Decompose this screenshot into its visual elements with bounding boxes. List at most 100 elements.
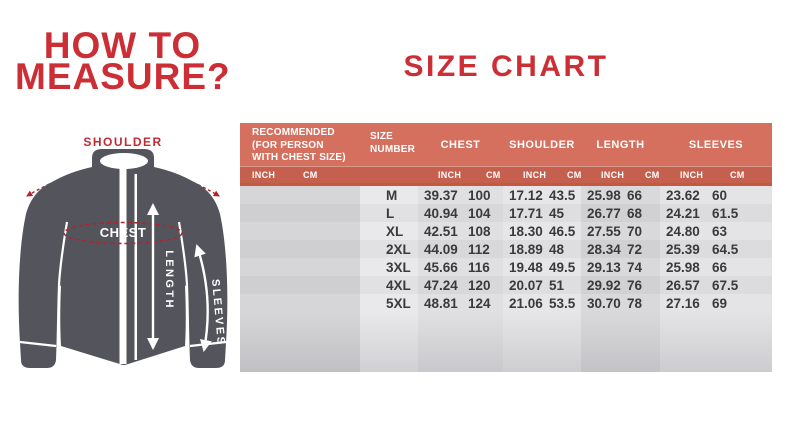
measurement-cell: 120 (462, 276, 503, 294)
unit-empty (360, 167, 418, 183)
shoulder-label: SHOULDER (83, 136, 162, 149)
header-size-line1: SIZE (370, 131, 394, 142)
measurement-cell (543, 352, 581, 372)
unit-inch-label: INCH (523, 170, 547, 180)
measurement-cell: 66 (706, 258, 772, 276)
recommended-cell (301, 186, 360, 204)
recommended-cell (240, 186, 301, 204)
table-row: 4XL 47.24 120 20.07 51 29.92 76 26.57 67.5 (240, 276, 772, 294)
measurement-cell: 17.12 (503, 186, 543, 204)
header-recommended-line2: (FOR PERSON (252, 139, 324, 151)
size-table-header: RECOMMENDED (FOR PERSON WITH CHEST SIZE)… (240, 123, 772, 166)
size-cell (360, 352, 418, 372)
right-arm-seam (177, 221, 189, 286)
header-size-number: SIZE NUMBER (360, 123, 418, 166)
measurement-cell: 46.5 (543, 222, 581, 240)
sleeves-measure-arrow-icon (194, 244, 212, 352)
unit-cm-label: CM (303, 170, 318, 180)
measurement-cell (621, 332, 660, 352)
measurement-cell: 63 (706, 222, 772, 240)
recommended-cell (240, 332, 301, 352)
measurement-cell (706, 332, 772, 352)
unit-cm-label: CM (730, 170, 745, 180)
recommended-cell (240, 240, 301, 258)
measurement-cell (503, 312, 543, 332)
recommended-cell (240, 258, 301, 276)
measurement-cell: 61.5 (706, 204, 772, 222)
measurement-cell (503, 352, 543, 372)
measurement-cell: 39.37 (418, 186, 462, 204)
measurement-cell: 49.5 (543, 258, 581, 276)
measurement-cell: 26.57 (660, 276, 706, 294)
measurement-cell: 78 (621, 294, 660, 312)
measurement-cell: 28.34 (581, 240, 621, 258)
recommended-cell (301, 312, 360, 332)
measurement-cell: 25.98 (581, 186, 621, 204)
measurement-cell: 48 (543, 240, 581, 258)
how-to-measure-title: HOW TO MEASURE? (15, 27, 231, 97)
left-cuff-seam (19, 340, 57, 348)
table-row: M 39.37 100 17.12 43.5 25.98 66 23.62 60 (240, 186, 772, 204)
table-row (240, 312, 772, 332)
measurement-cell: 25.39 (660, 240, 706, 258)
table-row: 3XL 45.66 116 19.48 49.5 29.13 74 25.98 66 (240, 258, 772, 276)
collar-opening (100, 153, 148, 169)
measurement-cell: 18.89 (503, 240, 543, 258)
header-chest: CHEST (440, 138, 481, 151)
measurement-cell (621, 352, 660, 372)
measurement-cell: 24.80 (660, 222, 706, 240)
zipper-line (134, 174, 137, 360)
unit-cm-label: CM (486, 170, 501, 180)
measurement-cell (543, 312, 581, 332)
size-cell (360, 312, 418, 332)
unit-cm-label: CM (645, 170, 660, 180)
measurement-cell (581, 332, 621, 352)
measurement-cell: 18.30 (503, 222, 543, 240)
size-cell: L (360, 204, 418, 222)
measurement-cell: 23.62 (660, 186, 706, 204)
table-row: 2XL 44.09 112 18.89 48 28.34 72 25.39 64.5 (240, 240, 772, 258)
unit-inch-label: INCH (680, 170, 704, 180)
recommended-cell (301, 258, 360, 276)
measurement-cell (660, 332, 706, 352)
measurement-cell (503, 332, 543, 352)
measurement-cell (706, 352, 772, 372)
measurement-cell: 68 (621, 204, 660, 222)
table-row (240, 352, 772, 372)
header-recommended-line1: RECOMMENDED (252, 127, 335, 138)
recommended-cell (240, 294, 301, 312)
measurement-cell: 100 (462, 186, 503, 204)
size-cell: 2XL (360, 240, 418, 258)
measurement-cell: 29.92 (581, 276, 621, 294)
measurement-cell: 26.77 (581, 204, 621, 222)
measurement-cell: 27.16 (660, 294, 706, 312)
measurement-cell: 43.5 (543, 186, 581, 204)
how-to-measure-line2: MEASURE? (15, 56, 231, 97)
size-table: RECOMMENDED (FOR PERSON WITH CHEST SIZE)… (240, 123, 772, 372)
size-cell: XL (360, 222, 418, 240)
measurement-cell: 40.94 (418, 204, 462, 222)
measurement-cell: 19.48 (503, 258, 543, 276)
header-recommended-line3: WITH CHEST SIZE) (252, 152, 346, 163)
unit-inch-label: INCH (601, 170, 625, 180)
measurement-cell: 69 (706, 294, 772, 312)
measurement-cell (462, 352, 503, 372)
size-chart-title: SIZE CHART (403, 50, 609, 83)
header-sleeves: SLEEVES (688, 138, 744, 151)
measurement-cell: 112 (462, 240, 503, 258)
chest-measure-ellipse-icon (63, 221, 183, 245)
header-shoulder: SHOULDER (509, 138, 575, 151)
size-table-units-row: INCH CM INCH CM INCH CM INCH CM INCH CM (240, 166, 772, 186)
recommended-cell (301, 240, 360, 258)
unit-cm-label: CM (567, 170, 582, 180)
size-cell: 5XL (360, 294, 418, 312)
jacket-illustration: SHOULDER CHEST LENGTH SLEEVES (8, 135, 238, 416)
measurement-cell: 44.09 (418, 240, 462, 258)
left-arm-seam (57, 221, 69, 286)
table-row: XL 42.51 108 18.30 46.5 27.55 70 24.80 63 (240, 222, 772, 240)
recommended-cell (301, 294, 360, 312)
recommended-cell (240, 276, 301, 294)
measurement-cell (660, 352, 706, 372)
sleeves-label: SLEEVES (209, 279, 227, 347)
unit-inch-label: INCH (438, 170, 462, 180)
